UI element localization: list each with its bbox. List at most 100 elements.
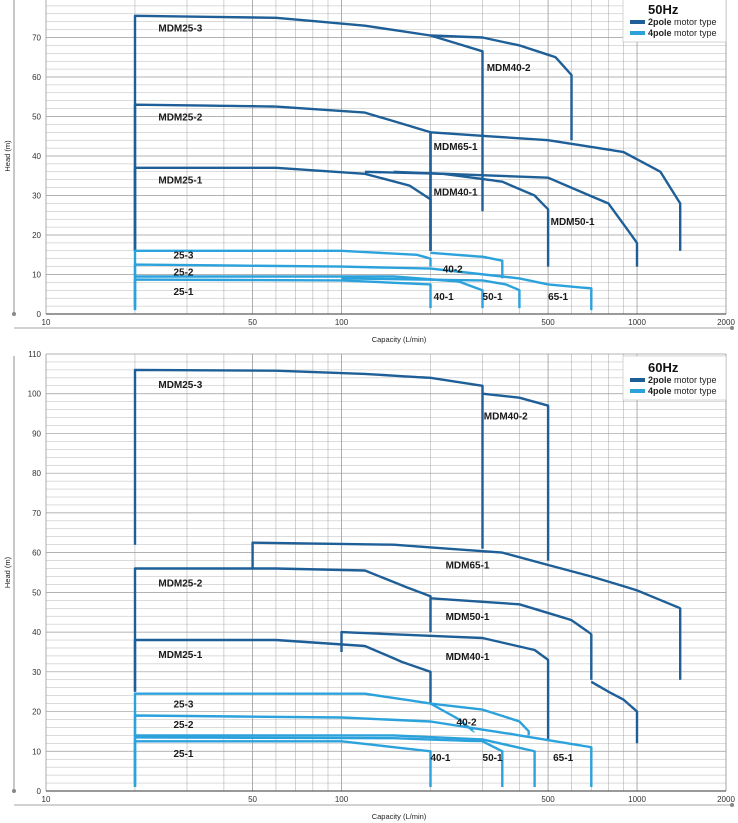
- c60-curve-label: 65-1: [553, 753, 573, 764]
- c50-curve-25-3: [133, 249, 432, 311]
- c60-ytick-label: 60: [32, 549, 41, 558]
- c60-xtick-label: 10: [42, 795, 51, 804]
- c60-curve-mdm50-1: [430, 597, 593, 680]
- c50-curve-label: 50-1: [483, 292, 503, 303]
- c50-ytick-label: 0: [37, 310, 42, 319]
- c50-curve-label: MDM25-1: [158, 176, 202, 187]
- c60-legend-swatch: [630, 389, 645, 393]
- c60-curve-50-1: [134, 734, 536, 787]
- c50-freq-title: 50Hz: [648, 2, 679, 17]
- c60-curve-mdm40-2: [482, 392, 550, 561]
- c60-curve-label: MDM25-1: [158, 650, 202, 661]
- c60-ytick-label: 40: [32, 628, 41, 637]
- c60-xtick-label: 50: [248, 795, 257, 804]
- legend-bold: 4pole: [648, 28, 672, 38]
- c60-ytick-label: 70: [32, 509, 41, 518]
- c60-x-axis-title: Capacity (L/min): [372, 812, 427, 821]
- c50-curve-40-2: [430, 251, 504, 279]
- c50-curve-25-1: [133, 278, 432, 311]
- c50-curve-mdm50-1: [393, 170, 639, 267]
- c50-xtick-label: 500: [541, 318, 555, 327]
- c60-legend-entry: 2pole motor type: [648, 375, 717, 385]
- c50-curve-label: MDM65-1: [434, 142, 478, 153]
- c50-curve-label: 25-1: [173, 287, 193, 298]
- c50-xtick-label: 10: [42, 318, 51, 327]
- c50-curve-label: 65-1: [548, 292, 568, 303]
- c50-ytick-label: 50: [32, 113, 41, 122]
- c60-y-axis-title: Head (m): [3, 556, 12, 588]
- c60-curve-mdm25-3: [133, 368, 484, 549]
- c50-xtick-label: 100: [335, 318, 349, 327]
- c60-xtick-label: 1000: [628, 795, 646, 804]
- c50-curve-label: MDM40-2: [487, 63, 531, 74]
- c60-xtick-label: 100: [335, 795, 349, 804]
- c50-curve-label: MDM25-3: [158, 24, 202, 35]
- c50-curve-label: MDM40-1: [434, 188, 478, 199]
- c60-curve-label: 40-1: [430, 753, 450, 764]
- c60-ytick-label: 100: [28, 390, 42, 399]
- c50-curve-label: 25-3: [173, 251, 193, 262]
- c50-legend-swatch: [630, 20, 645, 24]
- c60-ytick-label: 80: [32, 469, 41, 478]
- c60-legend-swatch: [630, 378, 645, 382]
- c50-legend-entry: 4pole motor type: [648, 28, 717, 38]
- legend-text: motor type: [672, 386, 717, 396]
- c50-axis-origin-dot: [12, 312, 16, 316]
- c50-ytick-label: 20: [32, 231, 41, 240]
- c50-curve-label: MDM50-1: [551, 217, 595, 228]
- c60-curve-label: MDM65-1: [446, 561, 490, 572]
- c60-curve-label: 25-1: [173, 749, 193, 760]
- c50-curve-mdm40-2: [430, 34, 573, 141]
- c60-curve-mdm40-1: [340, 630, 550, 740]
- c60-xtick-label: 500: [541, 795, 555, 804]
- c60-curve-label: 25-2: [173, 720, 193, 731]
- c60-curve-label: MDM25-3: [158, 380, 202, 391]
- c60-curve-label: MDM50-1: [446, 612, 490, 623]
- c50-ytick-label: 70: [32, 34, 41, 43]
- c50-legend-swatch: [630, 31, 645, 35]
- c60-ytick-label: 110: [28, 350, 41, 359]
- c50-y-axis-title: Head (m): [3, 140, 12, 172]
- c50-curve-label: 40-2: [443, 265, 463, 276]
- legend-bold: 4pole: [648, 386, 672, 396]
- c60-curve-label: MDM40-1: [446, 652, 490, 663]
- legend-bold: 2pole: [648, 17, 672, 27]
- c60-axis-end-dot: [730, 803, 734, 807]
- legend-text: motor type: [672, 17, 717, 27]
- legend-text: motor type: [672, 28, 717, 38]
- c60-curve-25-2: [133, 714, 593, 787]
- c60-ytick-label: 10: [32, 747, 41, 756]
- c50-curve-label: MDM25-2: [158, 112, 202, 123]
- c60-curve-mdm25-1: [133, 638, 432, 704]
- c60-curve-label: MDM25-2: [158, 578, 202, 589]
- c50-ytick-label: 60: [32, 73, 41, 82]
- c50-curve-label: 25-2: [173, 267, 193, 278]
- c50-xtick-label: 1000: [628, 318, 646, 327]
- c60-curve-25-3: [133, 692, 475, 787]
- c60-curve-label: MDM40-2: [484, 412, 528, 423]
- c60-xtick-label: 2000: [717, 795, 735, 804]
- c60-curve-mdm25-2: [133, 567, 432, 692]
- c60-curve-40-2: [430, 702, 530, 736]
- c50-ytick-label: 30: [32, 192, 41, 201]
- c60-legend-entry: 4pole motor type: [648, 386, 717, 396]
- c60-curve-mdm65-1: [251, 541, 682, 680]
- legend-bold: 2pole: [648, 375, 672, 385]
- c50-curve-40-1: [135, 275, 484, 309]
- c60-curve-label: 25-3: [173, 700, 193, 711]
- c50-x-axis-title: Capacity (L/min): [372, 335, 427, 344]
- c50-axis-end-dot: [730, 326, 734, 330]
- c60-axis-origin-dot: [12, 789, 16, 793]
- c60-curve-mdm40-1-ext: [590, 680, 639, 744]
- c60-ytick-label: 0: [37, 787, 42, 796]
- c50-curve-label: 40-1: [434, 292, 454, 303]
- c50-curve-mdm25-1: [133, 166, 432, 251]
- c60-ytick-label: 20: [32, 708, 41, 717]
- c60-freq-title: 60Hz: [648, 360, 679, 375]
- c60-curve-label: 50-1: [483, 753, 503, 764]
- c50-legend-entry: 2pole motor type: [648, 17, 717, 27]
- c60-ytick-label: 30: [32, 668, 41, 677]
